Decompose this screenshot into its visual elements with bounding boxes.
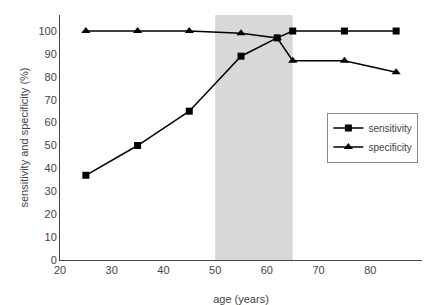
svg-text:80: 80 (364, 264, 376, 276)
svg-text:40: 40 (157, 264, 169, 276)
svg-text:age (years): age (years) (213, 293, 269, 305)
svg-text:70: 70 (45, 94, 57, 106)
svg-text:sensitivity: sensitivity (368, 123, 411, 134)
svg-text:90: 90 (45, 48, 57, 60)
svg-text:60: 60 (261, 264, 273, 276)
svg-text:sensitivity and specificity (%: sensitivity and specificity (%) (18, 68, 30, 208)
svg-text:0: 0 (51, 254, 57, 266)
svg-text:30: 30 (45, 185, 57, 197)
svg-text:20: 20 (45, 208, 57, 220)
svg-text:100: 100 (38, 25, 56, 37)
svg-text:80: 80 (45, 71, 57, 83)
svg-text:20: 20 (54, 264, 66, 276)
svg-text:60: 60 (45, 116, 57, 128)
svg-text:30: 30 (106, 264, 118, 276)
svg-text:50: 50 (209, 264, 221, 276)
svg-text:specificity: specificity (368, 142, 411, 153)
svg-text:10: 10 (45, 231, 57, 243)
svg-text:40: 40 (45, 162, 57, 174)
svg-text:50: 50 (45, 139, 57, 151)
svg-text:70: 70 (312, 264, 324, 276)
